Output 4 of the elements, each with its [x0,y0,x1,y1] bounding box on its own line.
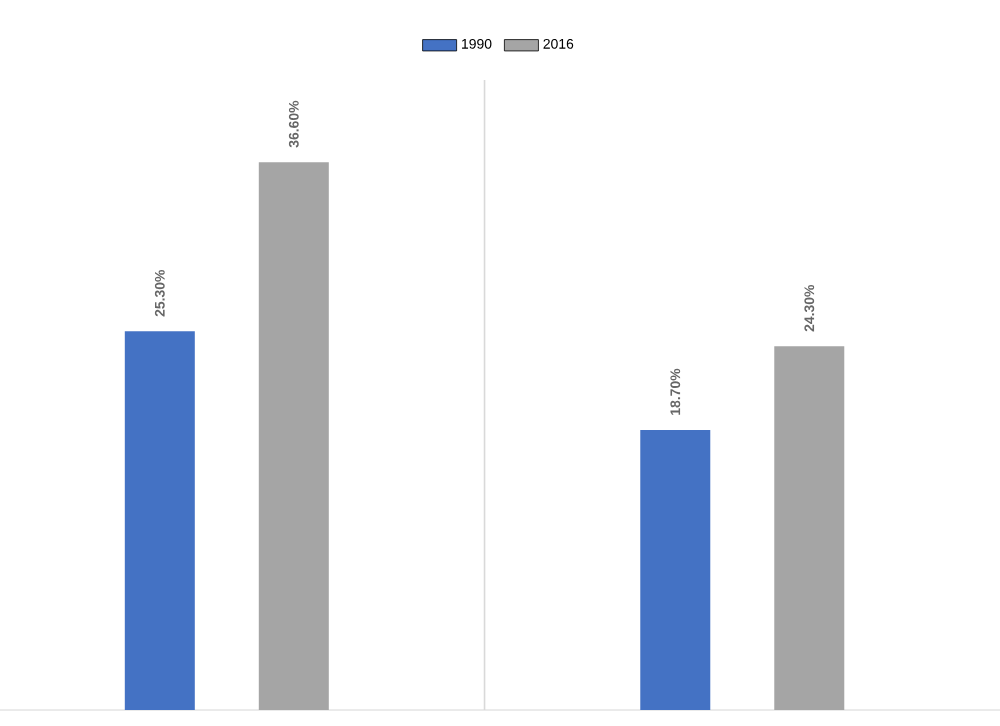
bar [774,346,845,710]
bar [640,430,711,710]
bar [124,331,195,710]
bar [258,162,329,710]
